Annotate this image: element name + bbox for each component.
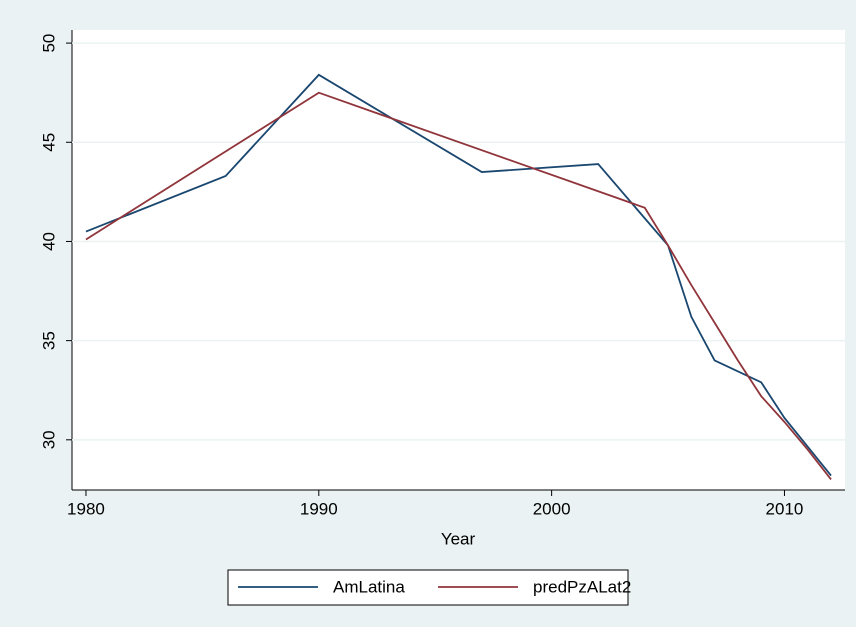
y-tick-label: 40 <box>39 232 58 251</box>
legend-label: predPzALat2 <box>533 577 631 596</box>
y-tick-label: 50 <box>39 34 58 53</box>
x-tick-label: 2010 <box>766 499 804 518</box>
plot-area <box>72 30 845 490</box>
x-axis-label: Year <box>441 529 476 548</box>
x-tick-label: 2000 <box>533 499 571 518</box>
legend-label: AmLatina <box>333 577 405 596</box>
y-tick-label: 35 <box>39 331 58 350</box>
series-line <box>85 91 832 481</box>
y-tick-label: 45 <box>39 133 58 152</box>
y-tick-label: 30 <box>39 430 58 449</box>
x-tick-label: 1990 <box>300 499 338 518</box>
x-tick-label: 1980 <box>67 499 105 518</box>
